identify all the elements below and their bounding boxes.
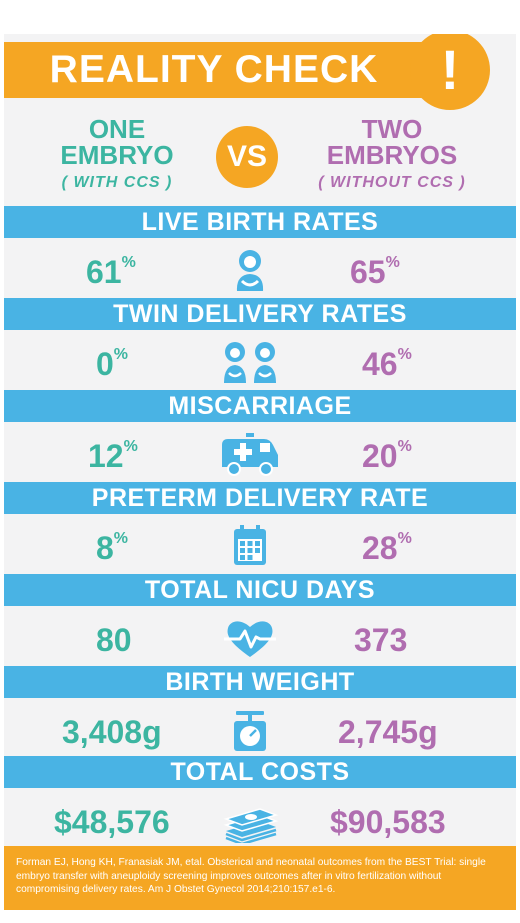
left-number: 61 xyxy=(86,254,122,290)
stat-row-nicu-days: TOTAL NICU DAYS 80 373 xyxy=(4,574,516,666)
right-number: 46 xyxy=(362,346,398,382)
left-number: 8 xyxy=(96,530,114,566)
left-group-subtitle: ( WITH CCS ) xyxy=(61,174,173,191)
right-value: 65% xyxy=(350,252,400,292)
header: REALITY CHECK ! xyxy=(4,34,516,110)
right-value: 20% xyxy=(362,436,412,476)
left-group-heading: ONE EMBRYO ( WITH CCS ) xyxy=(32,116,202,192)
left-value: 12% xyxy=(88,436,138,476)
right-unit: % xyxy=(397,346,412,363)
comparison-header: ONE EMBRYO ( WITH CCS ) VS TWO EMBRYOS (… xyxy=(4,116,516,194)
left-number: 12 xyxy=(88,438,124,474)
section-heading: BIRTH WEIGHT xyxy=(4,666,516,698)
exclamation-icon: ! xyxy=(410,34,490,110)
section-heading: TOTAL COSTS xyxy=(4,756,516,788)
right-group-name: TWO EMBRYOS xyxy=(326,114,458,170)
right-value: 46% xyxy=(362,344,412,384)
section-heading: MISCARRIAGE xyxy=(4,390,516,422)
left-value: $48,576 xyxy=(54,802,170,842)
right-group-subtitle: ( WITHOUT CCS ) xyxy=(318,174,466,191)
right-unit: % xyxy=(397,530,412,547)
right-value: 373 xyxy=(354,620,407,660)
right-number: 28 xyxy=(362,530,398,566)
right-group-heading: TWO EMBRYOS ( WITHOUT CCS ) xyxy=(298,116,486,192)
heartbeat-icon xyxy=(224,621,276,657)
page-title: REALITY CHECK xyxy=(49,48,379,91)
stat-row-birth-weight: BIRTH WEIGHT 3,408g 2,745g xyxy=(4,666,516,758)
baby-icon xyxy=(236,250,264,291)
left-unit: % xyxy=(121,254,136,271)
left-group-name: ONE EMBRYO xyxy=(60,114,174,170)
stat-row-total-costs: TOTAL COSTS $48,576 $90,583 xyxy=(4,756,516,848)
section-heading: TWIN DELIVERY RATES xyxy=(4,298,516,330)
ambulance-icon xyxy=(222,433,278,476)
scale-icon xyxy=(234,711,266,751)
right-unit: % xyxy=(397,438,412,455)
calendar-icon xyxy=(234,525,266,565)
right-number: 20 xyxy=(362,438,398,474)
left-number: 3,408g xyxy=(62,714,162,750)
section-heading: LIVE BIRTH RATES xyxy=(4,206,516,238)
right-number: 373 xyxy=(354,622,408,658)
stat-row-miscarriage: MISCARRIAGE 12% 20% xyxy=(4,390,516,482)
left-value: 8% xyxy=(96,528,128,568)
right-number: 2,745g xyxy=(338,714,438,750)
left-number: 0 xyxy=(96,346,114,382)
left-unit: % xyxy=(113,346,129,363)
right-value: 28% xyxy=(362,528,412,568)
left-number: 80 xyxy=(96,622,132,658)
right-unit: % xyxy=(385,254,400,271)
left-value: 0% xyxy=(96,344,128,384)
citation-footer: Forman EJ, Hong KH, Franasiak JM, etal. … xyxy=(4,846,516,910)
left-value: 61% xyxy=(86,252,136,292)
left-unit: % xyxy=(123,438,138,455)
twin-babies-icon xyxy=(224,342,276,383)
stat-row-preterm-delivery: PRETERM DELIVERY RATE 8% 28% xyxy=(4,482,516,574)
money-stack-icon xyxy=(223,808,279,843)
section-heading: PRETERM DELIVERY RATE xyxy=(4,482,516,514)
stat-row-twin-delivery: TWIN DELIVERY RATES 0% 46% xyxy=(4,298,516,390)
right-number: 65 xyxy=(350,254,386,290)
left-number: $48,576 xyxy=(54,804,170,840)
left-value: 3,408g xyxy=(62,712,162,752)
section-heading: TOTAL NICU DAYS xyxy=(4,574,516,606)
right-value: 2,745g xyxy=(338,712,438,752)
title-banner xyxy=(4,42,424,98)
infographic: REALITY CHECK ! ONE EMBRYO ( WITH CCS ) … xyxy=(4,34,516,910)
vs-badge: VS xyxy=(216,126,278,188)
left-unit: % xyxy=(113,530,129,547)
right-number: $90,583 xyxy=(330,804,446,840)
left-value: 80 xyxy=(96,620,132,660)
stat-row-live-birth: LIVE BIRTH RATES 61% 65% xyxy=(4,206,516,298)
right-value: $90,583 xyxy=(330,802,446,842)
